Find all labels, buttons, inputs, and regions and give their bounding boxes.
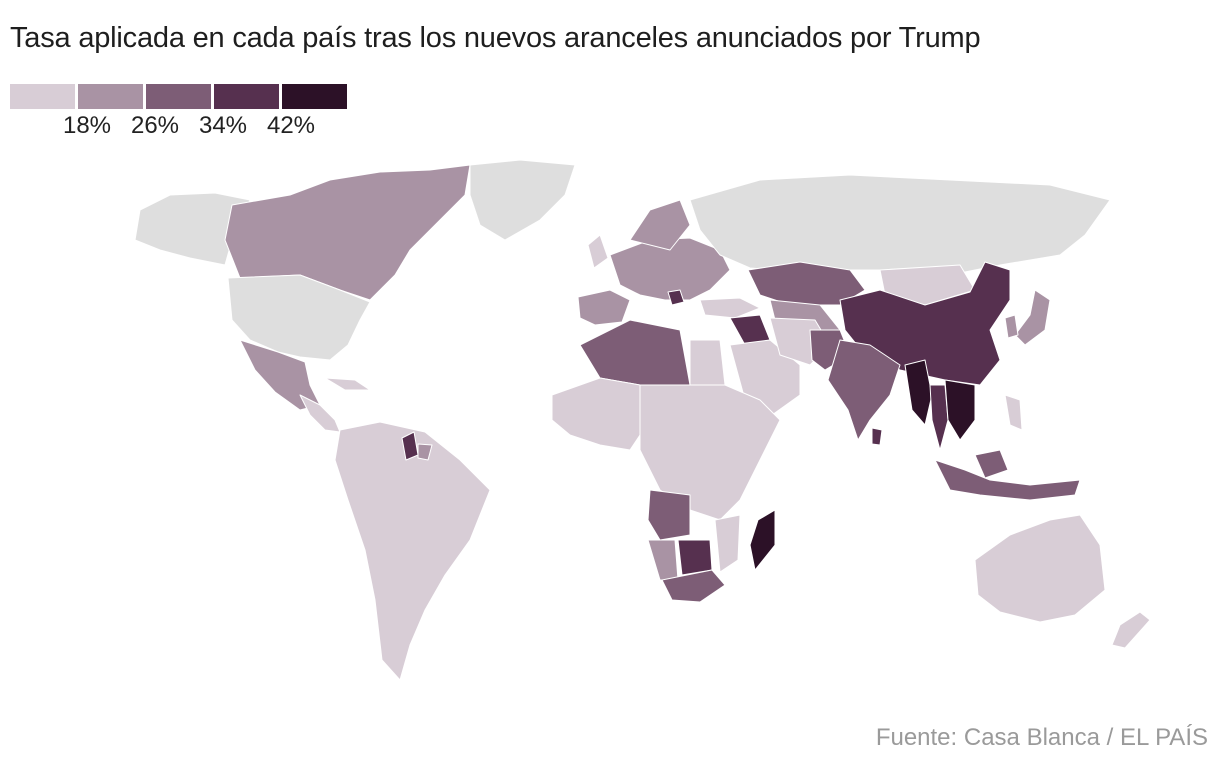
region-angola	[647, 489, 691, 541]
region-australia	[974, 514, 1106, 623]
region-sri-lanka	[871, 427, 883, 446]
region-new-zealand	[1111, 611, 1151, 649]
region-egypt	[689, 339, 726, 386]
region-thailand	[929, 384, 949, 451]
source-note: Fuente: Casa Blanca / EL PAÍS	[875, 724, 1208, 751]
world-map	[134, 159, 1151, 681]
page-title: Tasa aplicada en cada país tras los nuev…	[10, 22, 981, 54]
region-india	[827, 339, 901, 441]
region-turkey	[699, 297, 761, 319]
region-south-america	[334, 421, 491, 681]
region-indonesia	[934, 459, 1081, 501]
region-alaska	[134, 192, 251, 266]
legend-swatch-5	[282, 84, 347, 109]
region-vietnam-laos-cambodia	[944, 379, 976, 441]
region-suriname	[417, 443, 433, 461]
region-greenland	[469, 159, 576, 241]
region-japan	[1014, 289, 1051, 346]
legend-swatch-1	[10, 84, 75, 109]
legend-swatch-3	[146, 84, 211, 109]
region-borneo	[974, 449, 1009, 479]
region-korea	[1004, 314, 1019, 339]
region-south-africa	[661, 569, 726, 603]
region-central-america	[299, 394, 341, 433]
legend-swatch-2	[78, 84, 143, 109]
region-west-africa	[551, 377, 651, 451]
legend-break-4: 42%	[266, 112, 316, 139]
region-botswana	[677, 539, 713, 576]
region-usa	[227, 274, 371, 361]
region-serbia	[667, 289, 685, 306]
legend-swatch-4	[214, 84, 279, 109]
region-north-africa	[579, 319, 691, 386]
legend-break-3: 34%	[198, 112, 248, 139]
region-namibia	[647, 539, 679, 581]
region-uk	[587, 234, 609, 269]
region-scandinavia	[629, 199, 691, 251]
legend-break-1: 18%	[62, 112, 112, 139]
region-iberia	[577, 289, 631, 326]
region-cuba	[324, 377, 371, 391]
region-myanmar	[904, 359, 933, 426]
legend: 18% 26% 34% 42%	[10, 84, 350, 139]
region-central-east-africa	[639, 384, 781, 521]
region-mozambique	[714, 514, 741, 573]
region-madagascar	[749, 509, 776, 571]
legend-break-2: 26%	[130, 112, 180, 139]
region-philippines	[1004, 394, 1023, 431]
region-russia	[689, 174, 1111, 276]
